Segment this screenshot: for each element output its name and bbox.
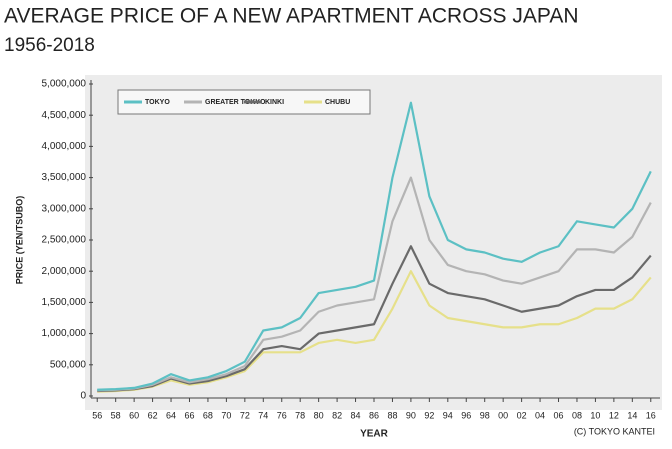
x-tick-label: 94 — [443, 410, 453, 420]
y-tick-label: 3,500,000 — [42, 172, 87, 183]
x-tick-label: 76 — [277, 410, 287, 420]
x-tick-label: 00 — [498, 410, 508, 420]
x-tick-label: 70 — [221, 410, 231, 420]
x-tick-label: 90 — [406, 410, 416, 420]
x-tick-label: 72 — [240, 410, 250, 420]
legend-label: CHUBU — [325, 99, 350, 106]
legend-label: KINKI — [265, 99, 284, 106]
y-tick-label: 0 — [80, 391, 86, 402]
x-tick-label: 98 — [480, 410, 490, 420]
x-tick-label: 02 — [517, 410, 527, 420]
legend-label: TOKYO — [145, 99, 170, 106]
x-tick-label: 56 — [92, 410, 102, 420]
x-tick-label: 86 — [369, 410, 379, 420]
series-line — [97, 245, 652, 393]
y-tick-label: 5,000,000 — [42, 79, 87, 90]
y-tick-label: 4,500,000 — [42, 110, 87, 121]
x-tick-label: 14 — [627, 410, 637, 420]
x-tick-label: 12 — [609, 410, 619, 420]
x-tick-label: 78 — [295, 410, 305, 420]
x-tick-label: 80 — [314, 410, 324, 420]
chart-title: AVERAGE PRICE OF A NEW APARTMENT ACROSS … — [4, 5, 579, 28]
x-tick-label: 60 — [129, 410, 139, 420]
x-tick-label: 06 — [554, 410, 564, 420]
y-tick-label: 2,000,000 — [42, 266, 87, 277]
source: (C) TOKYO KANTEI — [574, 426, 655, 436]
x-tick-label: 10 — [590, 410, 600, 420]
x-tick-label: 62 — [148, 410, 158, 420]
y-tick-label: 2,500,000 — [42, 235, 87, 246]
series-line — [97, 270, 652, 393]
chart-subtitle: 1956-2018 — [4, 35, 95, 56]
x-tick-label: 16 — [646, 410, 656, 420]
x-tick-label: 92 — [424, 410, 434, 420]
y-tick-label: 4,000,000 — [42, 141, 87, 152]
x-tick-label: 64 — [166, 410, 176, 420]
x-tick-label: 58 — [111, 410, 121, 420]
x-tick-label: 84 — [351, 410, 361, 420]
y-tick-label: 3,000,000 — [42, 203, 87, 214]
x-tick-label: 68 — [203, 410, 213, 420]
x-tick-label: 96 — [461, 410, 471, 420]
x-tick-label: 82 — [332, 410, 342, 420]
y-tick-label: 1,500,000 — [42, 297, 87, 308]
plot-background — [85, 75, 662, 410]
x-axis-label: YEAR — [360, 429, 389, 440]
x-tick-label: 04 — [535, 410, 545, 420]
x-tick-label: 66 — [184, 410, 194, 420]
x-tick-label: 74 — [258, 410, 268, 420]
series-line — [97, 101, 652, 391]
x-tick-label: 08 — [572, 410, 582, 420]
y-axis-label: PRICE (YEN/TSUBO) — [14, 196, 24, 285]
legend-label: GREATER TOKYO — [205, 99, 266, 106]
series-line — [97, 176, 652, 392]
y-tick-label: 500,000 — [50, 359, 87, 370]
x-tick-label: 88 — [387, 410, 397, 420]
y-tick-label: 1,000,000 — [42, 328, 87, 339]
